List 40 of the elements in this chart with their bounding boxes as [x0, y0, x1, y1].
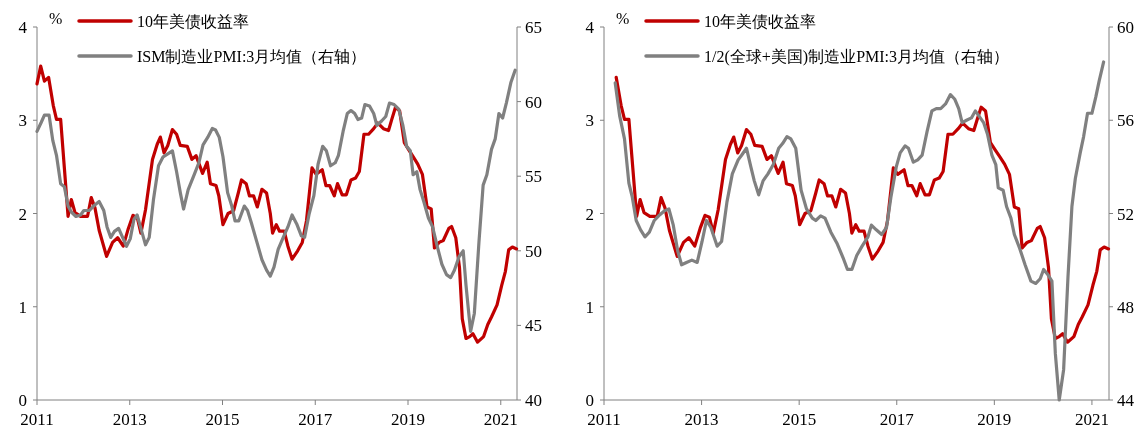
x-tick-label: 2015 [782, 410, 817, 429]
y-tick-label: 4 [18, 18, 28, 37]
y2-tick-label: 44 [1117, 391, 1135, 410]
y-tick-label: 2 [18, 204, 27, 224]
x-tick-label: 2019 [391, 410, 426, 429]
x-tick-label: 2017 [879, 410, 915, 429]
y2-tick-label: 60 [525, 92, 542, 112]
y-tick-label: 3 [18, 111, 27, 131]
y2-tick-label: 50 [525, 241, 542, 261]
y2-tick-label: 45 [525, 316, 542, 336]
y-tick-label: 3 [585, 111, 594, 131]
y2-tick-label: 60 [1117, 18, 1134, 37]
x-tick-label: 2015 [205, 410, 240, 429]
y2-tick-label: 65 [525, 18, 542, 37]
legend-label: 10年美债收益率 [137, 13, 249, 30]
x-tick-label: 2013 [112, 410, 147, 429]
legend-label: 1/2(全球+美国)制造业PMI:3月均值（右轴） [704, 48, 1010, 66]
x-tick-label: 2017 [298, 410, 333, 429]
y2-tick-label: 55 [525, 167, 542, 187]
y-axis-title: % [49, 10, 63, 27]
y-tick-label: 2 [585, 204, 594, 224]
x-tick-label: 2021 [1074, 410, 1109, 429]
line-series [614, 75, 1111, 344]
y-tick-label: 4 [585, 18, 595, 37]
y2-tick-label: 40 [525, 391, 542, 410]
legend-label: ISM制造业PMI:3月均值（右轴） [137, 48, 367, 65]
y2-tick-label: 48 [1117, 297, 1134, 317]
x-tick-label: 2011 [587, 410, 621, 429]
y-tick-label: 0 [585, 391, 594, 410]
x-tick-label: 2011 [20, 410, 54, 429]
y2-tick-label: 56 [1117, 111, 1134, 131]
y-tick-label: 0 [18, 391, 27, 410]
x-tick-label: 2019 [977, 410, 1012, 429]
y2-tick-label: 52 [1117, 204, 1134, 224]
y-tick-label: 1 [585, 297, 594, 317]
x-tick-label: 2013 [684, 410, 719, 429]
legend-label: 10年美债收益率 [704, 13, 816, 30]
y-axis-title: % [616, 10, 630, 27]
x-tick-label: 2021 [483, 410, 518, 429]
y-tick-label: 1 [18, 297, 27, 317]
